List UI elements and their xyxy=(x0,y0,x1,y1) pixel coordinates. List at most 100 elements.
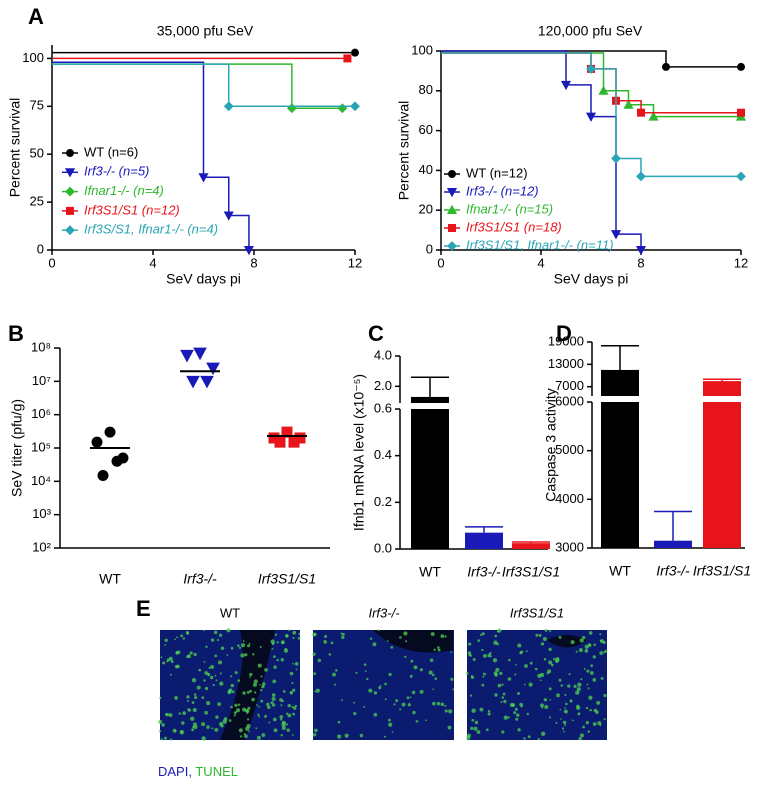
marker xyxy=(560,80,572,91)
tunel-dot xyxy=(186,655,190,659)
legend-marker xyxy=(64,168,76,178)
survival-line xyxy=(52,61,250,250)
marker xyxy=(193,347,207,361)
x-tick-label: 8 xyxy=(250,255,257,270)
tunel-dot xyxy=(384,698,387,701)
tunel-dot xyxy=(555,721,558,724)
tunel-dot xyxy=(268,721,271,724)
tunel-dot xyxy=(237,679,241,682)
marker xyxy=(648,111,659,121)
y-tick-label: 10⁶ xyxy=(31,406,51,421)
tunel-dot xyxy=(249,689,252,693)
tunel-dot xyxy=(264,714,268,718)
x-axis-label: SeV days pi xyxy=(554,271,629,287)
tunel-dot xyxy=(248,730,250,733)
tunel-dot xyxy=(249,676,251,678)
tunel-dot xyxy=(470,726,474,731)
tunel-dot xyxy=(368,688,373,693)
tunel-dot xyxy=(560,718,562,720)
tunel-dot xyxy=(264,668,268,672)
tunel-dot xyxy=(539,672,545,678)
tunel-dot xyxy=(366,677,369,681)
tunel-dot xyxy=(599,633,602,636)
tunel-dot xyxy=(437,648,441,652)
x-tick-label: Irf3-/- xyxy=(183,571,217,587)
tunel-dot xyxy=(236,708,241,713)
tunel-dot xyxy=(570,640,575,645)
tunel-dot xyxy=(160,656,163,659)
y-tick-label: 10⁸ xyxy=(31,339,51,354)
tunel-dot xyxy=(576,705,581,711)
tunel-dot xyxy=(259,646,262,648)
y-tick-label: 3000 xyxy=(555,539,584,554)
tunel-dot xyxy=(440,634,445,638)
tunel-dot xyxy=(450,677,454,681)
tunel-dot xyxy=(447,725,452,730)
panel-letter: C xyxy=(368,321,384,346)
tunel-dot xyxy=(287,713,292,718)
tunel-dot xyxy=(292,636,295,640)
tunel-dot xyxy=(258,716,260,718)
tunel-dot xyxy=(341,699,344,702)
tunel-dot xyxy=(597,721,602,726)
tunel-dot xyxy=(194,695,198,700)
tunel-dot xyxy=(471,708,476,713)
marker xyxy=(198,173,209,183)
tissue-gap xyxy=(220,630,275,740)
tunel-dot xyxy=(378,686,382,690)
tunel-dot xyxy=(432,701,436,706)
tunel-dot xyxy=(401,702,406,707)
tunel-dot xyxy=(276,641,279,644)
panel-letter: A xyxy=(28,4,44,29)
tunel-dot xyxy=(492,658,498,663)
tunel-dot xyxy=(479,707,484,712)
tunel-dot xyxy=(162,661,166,665)
tunel-dot xyxy=(240,653,245,658)
tunel-dot xyxy=(524,664,528,668)
tunel-dot xyxy=(573,684,577,689)
legend-marker xyxy=(448,170,456,178)
tunel-dot xyxy=(280,704,283,707)
marker xyxy=(243,246,254,256)
tunel-dot xyxy=(587,687,590,690)
tunel-dot xyxy=(415,720,419,723)
tunel-dot xyxy=(328,653,332,656)
tunel-dot xyxy=(294,704,298,708)
tunel-dot xyxy=(251,697,255,702)
legend-label: Irf3S1/S1, Ifnar1-/- (n=11) xyxy=(466,237,614,252)
tunel-dot xyxy=(341,635,345,640)
tunel-dot xyxy=(228,719,232,722)
y-tick-label: 0 xyxy=(426,241,433,256)
y-axis-label: Percent survival xyxy=(7,98,23,198)
tunel-dot xyxy=(230,705,233,709)
tunel-dot xyxy=(293,706,297,710)
tunel-dot xyxy=(372,642,377,647)
y-axis-label: Caspase 3 activity xyxy=(543,388,559,502)
tunel-dot xyxy=(210,664,215,669)
tunel-dot xyxy=(182,637,186,640)
bar xyxy=(703,402,741,548)
tunel-dot xyxy=(517,728,521,732)
marker xyxy=(585,112,597,122)
tunel-dot xyxy=(330,641,334,645)
legend-label: Irf3S/S1, Ifnar1-/- (n=4) xyxy=(84,222,218,237)
tunel-dot xyxy=(516,713,520,717)
x-tick-label: 12 xyxy=(734,255,748,270)
tunel-dot xyxy=(552,657,556,661)
legend-marker xyxy=(448,224,456,232)
tunel-dot xyxy=(448,709,453,714)
tunel-dot xyxy=(541,706,544,709)
tunel-dot xyxy=(164,644,167,646)
y-tick-label: 4000 xyxy=(555,491,584,506)
tunel-dot xyxy=(181,721,185,725)
y-tick-label: 50 xyxy=(30,146,44,161)
tunel-dot xyxy=(525,650,528,653)
legend-marker xyxy=(66,149,74,157)
tunel-dot xyxy=(174,664,179,669)
tunel-dot xyxy=(270,701,274,705)
tunel-dot xyxy=(247,644,250,648)
tunel-dot xyxy=(390,646,394,649)
tunel-dot xyxy=(298,633,301,636)
tunel-dot xyxy=(191,701,195,704)
